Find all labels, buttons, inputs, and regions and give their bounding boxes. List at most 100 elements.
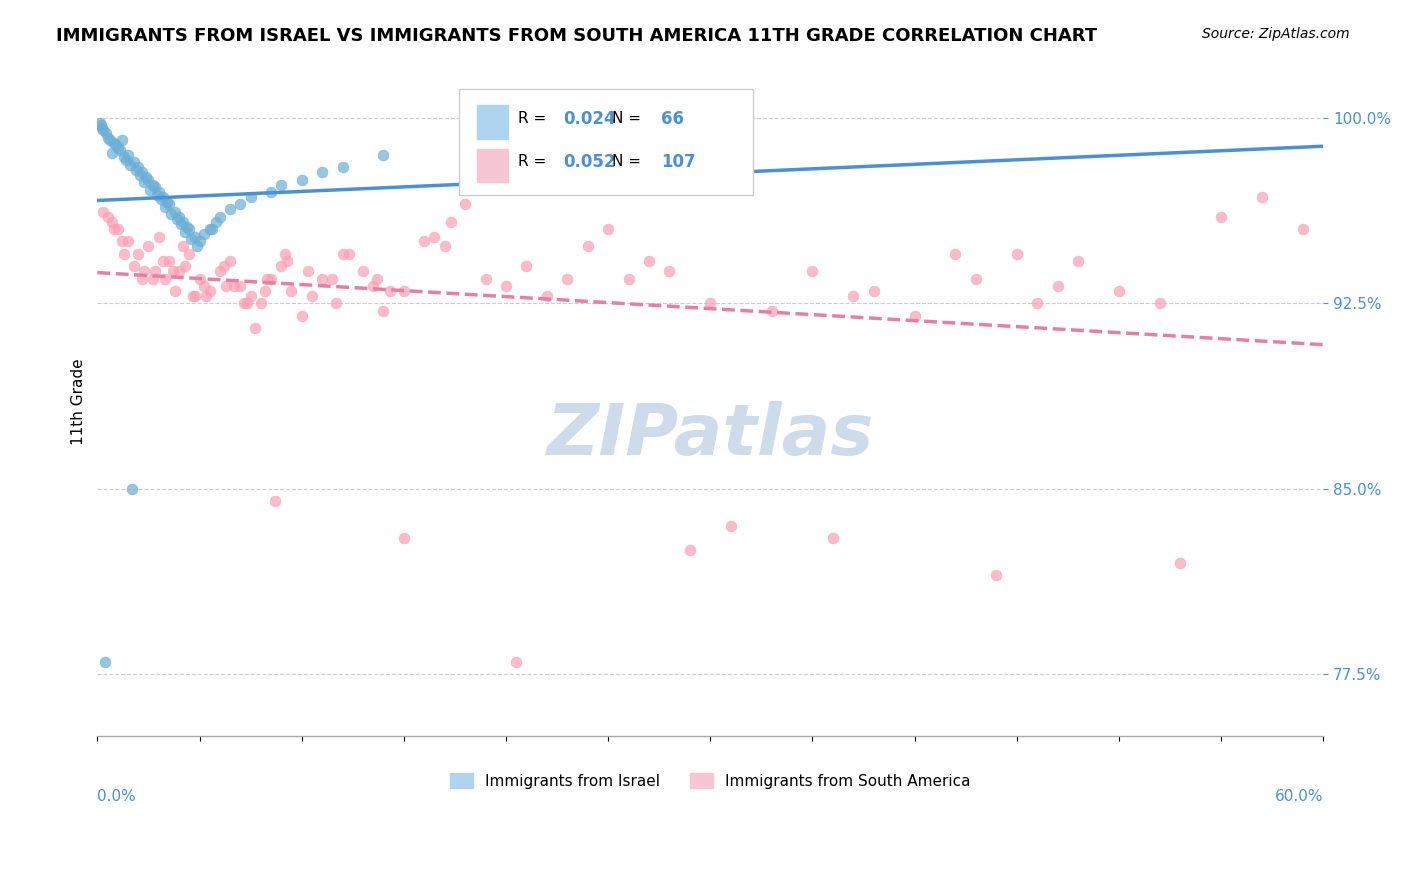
Point [115,153,138,167]
Point [166,212,188,227]
Point [93,655,115,669]
Point [125,162,148,177]
Point [986,568,1008,582]
Text: R =: R = [517,154,551,169]
Point [392,284,415,298]
Point [121,482,143,496]
Point [172,239,194,253]
Point [243,321,266,335]
Point [260,185,283,199]
Point [433,239,456,253]
Point [117,235,139,249]
Point [127,161,149,175]
Point [111,235,134,249]
Point [112,247,135,261]
Text: 107: 107 [661,153,696,171]
Point [193,279,215,293]
Text: R =: R = [517,112,551,126]
Point [100,215,122,229]
Point [239,190,262,204]
Point [235,296,257,310]
Point [179,247,201,261]
Point [337,247,360,261]
Point [505,655,527,669]
Point [1046,279,1069,293]
Point [454,155,477,169]
Point [143,264,166,278]
Point [413,235,436,249]
Text: 60.0%: 60.0% [1275,789,1323,804]
Point [1026,296,1049,310]
Point [148,185,170,199]
Point [311,165,333,179]
Point [91,120,114,135]
Point [205,215,228,229]
Point [138,239,160,253]
Point [233,296,256,310]
Point [157,254,180,268]
Point [174,259,197,273]
Point [148,229,170,244]
Point [842,289,865,303]
Point [274,247,297,261]
Point [141,271,163,285]
Y-axis label: 11th Grade: 11th Grade [72,359,86,445]
Point [167,264,190,278]
Point [352,264,374,278]
Point [495,279,517,293]
Point [1149,296,1171,310]
Point [332,161,354,175]
Point [127,247,149,261]
Point [97,130,120,145]
Point [1292,222,1315,236]
Legend: Immigrants from Israel, Immigrants from South America: Immigrants from Israel, Immigrants from … [443,766,977,795]
Point [170,217,193,231]
Point [108,143,131,157]
Point [373,148,395,162]
Point [135,170,157,185]
Point [201,222,224,236]
Point [291,309,314,323]
Point [107,222,129,236]
FancyBboxPatch shape [478,105,508,138]
Point [423,229,446,244]
Point [198,222,221,236]
Point [139,183,162,197]
Text: 0.052: 0.052 [564,153,616,171]
Point [260,271,283,285]
Text: Source: ZipAtlas.com: Source: ZipAtlas.com [1202,27,1350,41]
Point [219,254,242,268]
Point [156,194,179,209]
Point [172,215,194,229]
Text: 0.0%: 0.0% [97,789,136,804]
Point [160,207,183,221]
Point [122,155,145,169]
Point [141,178,163,192]
Point [1251,190,1274,204]
Point [311,271,333,285]
Point [98,133,121,147]
Point [97,210,120,224]
Point [107,140,129,154]
Point [90,119,112,133]
Point [638,254,661,268]
Point [617,271,640,285]
Point [117,148,139,162]
Point [1168,556,1191,570]
Point [761,303,783,318]
Point [270,259,292,273]
Point [378,284,401,298]
Point [332,247,354,261]
FancyBboxPatch shape [458,88,754,195]
Point [180,232,202,246]
Point [474,271,496,285]
Point [945,247,967,261]
Point [325,296,347,310]
Point [264,494,287,508]
Point [253,284,276,298]
Point [122,259,145,273]
Point [366,271,388,285]
Point [152,190,174,204]
Point [131,165,153,179]
Point [239,289,262,303]
